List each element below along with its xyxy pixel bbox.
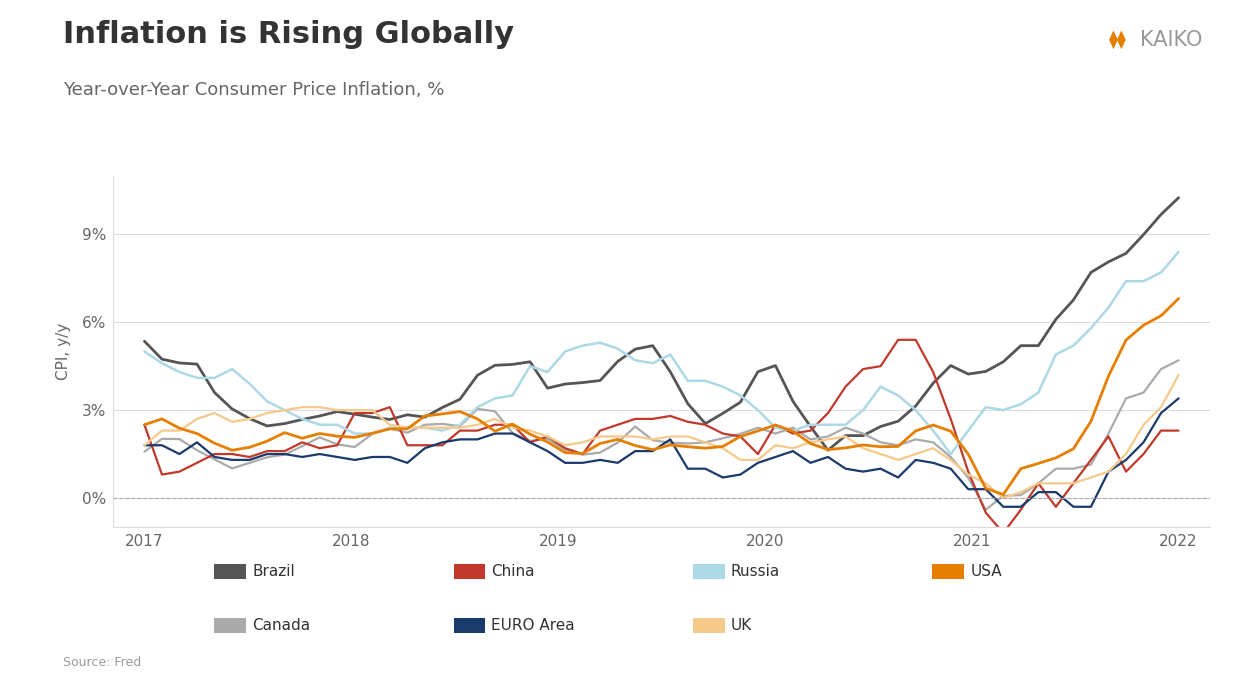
Text: Year-over-Year Consumer Price Inflation, %: Year-over-Year Consumer Price Inflation,… (63, 81, 445, 99)
Text: USA: USA (970, 564, 1002, 579)
Text: UK: UK (731, 618, 752, 633)
Text: Inflation is Rising Globally: Inflation is Rising Globally (63, 20, 514, 49)
Y-axis label: CPI, y/y: CPI, y/y (55, 323, 71, 380)
Text: Brazil: Brazil (252, 564, 295, 579)
Text: KAIKO: KAIKO (1140, 30, 1203, 51)
Text: EURO Area: EURO Area (491, 618, 575, 633)
Text: ⧫⧫: ⧫⧫ (1109, 30, 1126, 49)
Text: Source: Fred: Source: Fred (63, 656, 141, 669)
Text: China: China (491, 564, 536, 579)
Text: Russia: Russia (731, 564, 780, 579)
Text: Canada: Canada (252, 618, 310, 633)
